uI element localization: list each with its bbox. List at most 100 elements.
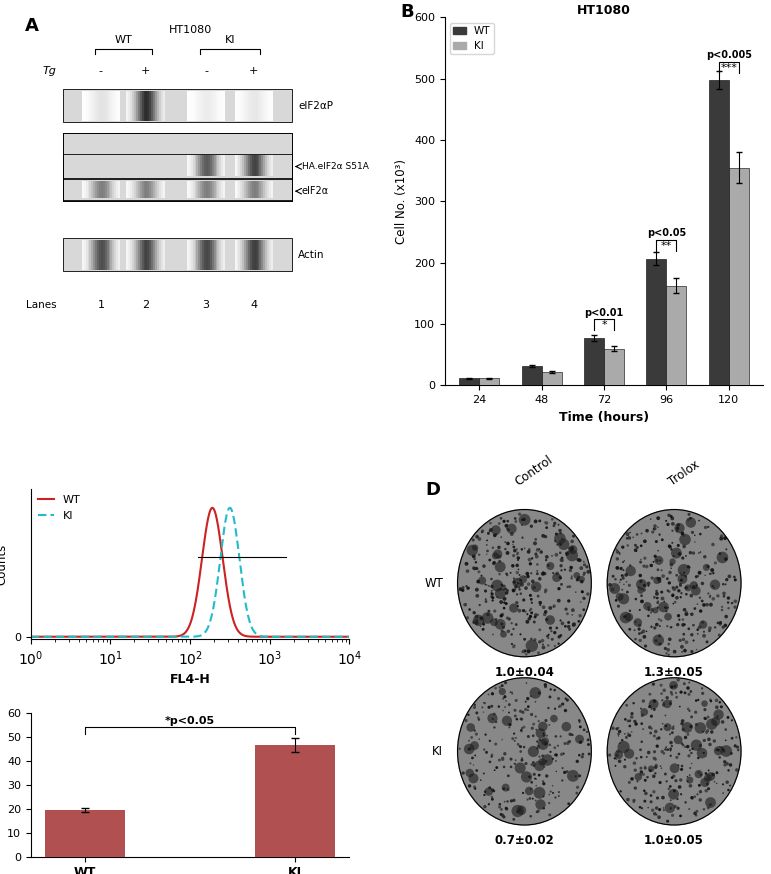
Point — [639, 639, 651, 653]
Point — [524, 588, 537, 602]
Point — [705, 566, 717, 580]
Point — [645, 762, 658, 776]
Point — [671, 591, 683, 605]
Point — [497, 628, 510, 642]
Point — [480, 728, 492, 742]
Point — [550, 765, 563, 779]
Point — [670, 686, 682, 700]
Point — [473, 532, 486, 546]
Bar — [216, 181, 217, 198]
Bar — [261, 156, 264, 176]
Point — [629, 538, 641, 552]
Point — [703, 624, 715, 638]
Point — [700, 725, 712, 739]
Text: B: B — [400, 3, 414, 21]
Line: WT: WT — [31, 508, 349, 637]
Bar — [84, 91, 86, 121]
Point — [705, 795, 717, 809]
Bar — [134, 91, 136, 121]
Bar — [190, 91, 193, 121]
Point — [604, 748, 616, 762]
Bar — [97, 181, 99, 198]
Point — [655, 678, 667, 692]
Point — [577, 591, 590, 605]
Text: WT: WT — [114, 35, 132, 45]
Point — [577, 567, 590, 581]
Point — [537, 801, 550, 815]
Bar — [258, 181, 260, 198]
Point — [574, 608, 586, 622]
Point — [524, 609, 537, 623]
Point — [483, 553, 496, 567]
Bar — [190, 181, 193, 198]
Point — [492, 551, 504, 565]
WT — [62, 632, 72, 642]
Point — [525, 690, 537, 704]
Point — [556, 551, 568, 565]
Point — [511, 558, 524, 572]
Point — [614, 547, 626, 561]
Point — [534, 635, 546, 649]
Bar — [82, 181, 84, 198]
Point — [486, 699, 498, 713]
Text: 1.3±0.05: 1.3±0.05 — [645, 665, 704, 678]
Point — [526, 606, 538, 620]
Point — [719, 758, 731, 772]
Point — [665, 680, 678, 694]
Point — [699, 703, 711, 717]
Point — [578, 566, 591, 580]
Point — [700, 784, 712, 798]
Point — [662, 584, 674, 598]
Point — [498, 579, 510, 593]
Point — [497, 582, 510, 596]
Line: KI: KI — [31, 508, 349, 637]
Bar — [271, 181, 273, 198]
Point — [574, 553, 586, 567]
Point — [714, 696, 726, 710]
Point — [680, 569, 692, 583]
Point — [652, 544, 665, 558]
Point — [665, 543, 678, 557]
Point — [483, 688, 495, 702]
WT — [207, 503, 217, 513]
Point — [540, 550, 553, 564]
Point — [553, 785, 565, 799]
Point — [540, 754, 552, 768]
Point — [468, 606, 480, 620]
Point — [574, 769, 586, 783]
Point — [708, 734, 720, 748]
Point — [537, 789, 550, 803]
Bar — [604, 349, 624, 385]
Point — [540, 737, 552, 751]
Point — [470, 561, 483, 575]
Bar — [200, 181, 202, 198]
Point — [507, 549, 520, 563]
Point — [672, 732, 685, 746]
Point — [639, 761, 651, 775]
Bar — [269, 156, 271, 176]
Bar — [208, 91, 210, 121]
Bar — [93, 181, 95, 198]
Point — [653, 810, 665, 824]
Point — [637, 722, 649, 736]
Point — [693, 779, 705, 793]
Point — [716, 551, 729, 565]
Point — [667, 517, 679, 531]
Point — [686, 525, 699, 539]
Point — [651, 584, 663, 598]
Bar — [109, 240, 110, 269]
Point — [470, 614, 483, 628]
Point — [640, 787, 652, 801]
Point — [626, 707, 638, 721]
Point — [625, 564, 637, 578]
Point — [496, 608, 508, 622]
Text: Control: Control — [513, 454, 555, 489]
Point — [658, 683, 671, 697]
Bar — [248, 181, 250, 198]
Bar — [208, 156, 210, 176]
Point — [520, 581, 532, 595]
Point — [473, 548, 485, 562]
Point — [618, 610, 631, 624]
Bar — [200, 156, 202, 176]
Point — [685, 607, 698, 621]
